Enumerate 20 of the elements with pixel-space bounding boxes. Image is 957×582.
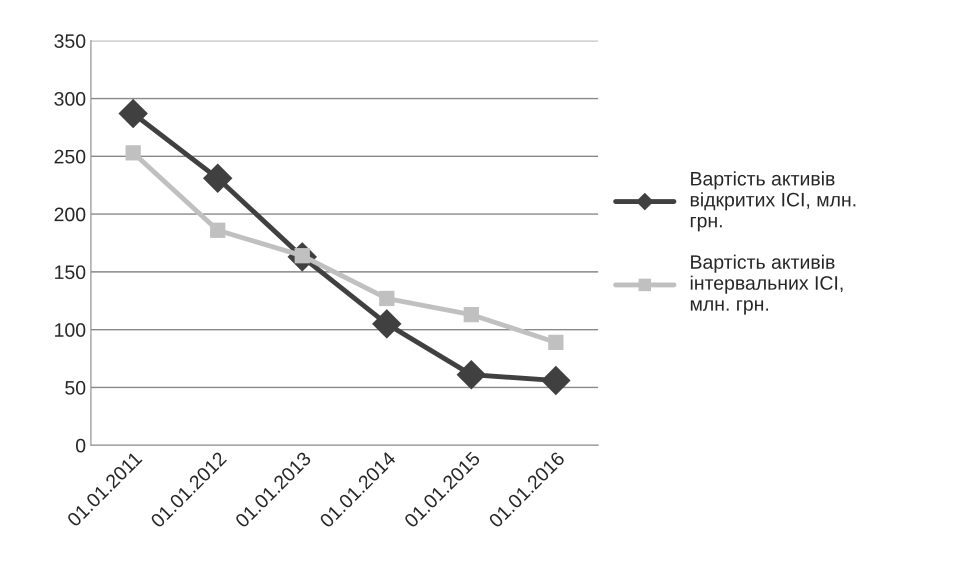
y-tick-label: 250 bbox=[54, 150, 86, 164]
y-tick-label: 50 bbox=[65, 380, 86, 395]
y-tick-label: 350 bbox=[54, 34, 86, 48]
y-tick-label: 200 bbox=[54, 208, 86, 222]
point bbox=[548, 334, 564, 350]
point bbox=[372, 309, 402, 339]
point bbox=[210, 222, 226, 238]
point bbox=[118, 98, 148, 128]
point bbox=[456, 360, 486, 390]
y-tick-label: 0 bbox=[76, 438, 86, 452]
y-tick-label: 150 bbox=[55, 265, 86, 280]
y-tick-label: 300 bbox=[54, 92, 86, 106]
point bbox=[379, 290, 394, 306]
point bbox=[126, 145, 141, 160]
point bbox=[464, 307, 479, 322]
point bbox=[202, 164, 232, 193]
legend-label: Вартість активів інтервальних ІСІ, млн. грн. bbox=[690, 254, 843, 315]
point bbox=[541, 366, 571, 396]
legend-label: Вартість активів відкритих ІСІ, млн. грн. bbox=[690, 171, 856, 232]
y-tick-label: 100 bbox=[55, 323, 86, 337]
